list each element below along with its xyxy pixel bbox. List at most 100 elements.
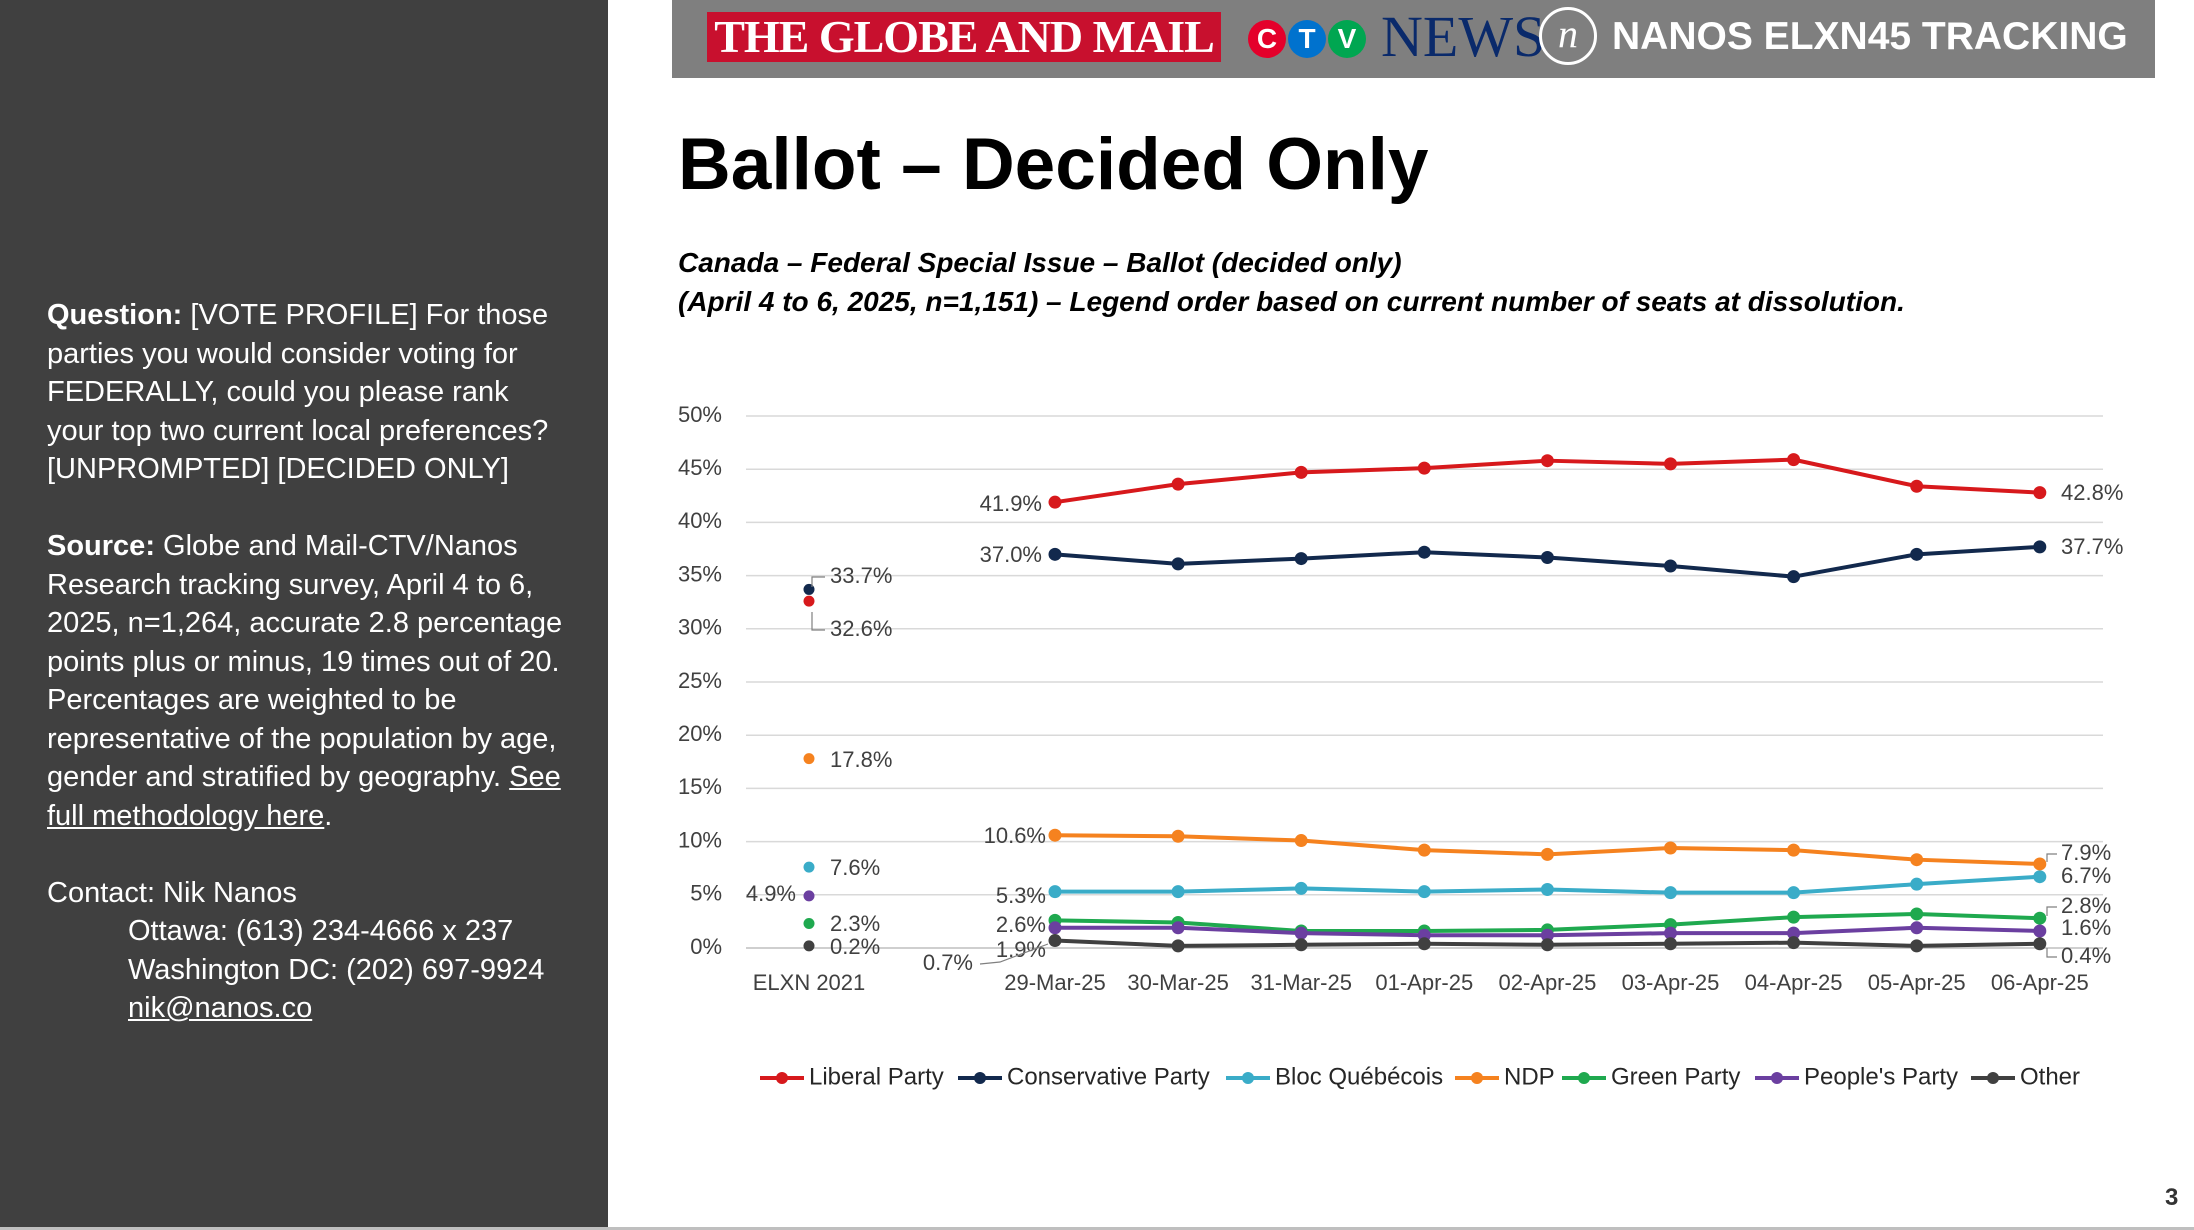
data-point: [1417, 545, 1431, 559]
x-tick-label: 02-Apr-25: [1498, 970, 1596, 995]
baseline-point: [803, 583, 815, 595]
label-leader-line: [979, 943, 1049, 965]
baseline-point: [803, 940, 815, 952]
data-point: [1787, 910, 1801, 924]
legend-marker: [974, 1072, 986, 1084]
y-tick-label: 10%: [678, 827, 722, 852]
methodology-link[interactable]: See full methodology here: [47, 761, 561, 832]
contact-washington: Washington DC: (202) 697-9924: [128, 953, 545, 986]
y-tick-label: 25%: [678, 668, 722, 693]
series-end-label: 42.8%: [2061, 480, 2123, 505]
x-tick-label: 30-Mar-25: [1127, 970, 1228, 995]
data-point: [2033, 937, 2047, 951]
data-point: [1417, 461, 1431, 475]
data-point: [2033, 857, 2047, 871]
data-point: [1048, 828, 1062, 842]
ctv-logo-c: C: [1248, 20, 1286, 58]
legend-marker: [1987, 1072, 1999, 1084]
label-leader-line: [811, 576, 825, 587]
data-point: [1910, 853, 1924, 867]
data-point: [1171, 829, 1185, 843]
tracking-label: NANOS ELXN45 TRACKING: [1612, 15, 2128, 58]
series-start-label: 10.6%: [984, 823, 1046, 848]
data-point: [1171, 939, 1185, 953]
globe-and-mail-logo: THE GLOBE AND MAIL: [707, 12, 1221, 62]
contact-email[interactable]: nik@nanos.co: [128, 992, 313, 1024]
series-start-label: 37.0%: [980, 542, 1042, 567]
data-point: [1540, 882, 1554, 896]
data-point: [1787, 936, 1801, 950]
label-leader-line: [2046, 948, 2057, 958]
x-tick-label: 06-Apr-25: [1991, 970, 2089, 995]
contact-line: Contact: Nik Nanos: [47, 876, 297, 909]
y-tick-label: 15%: [678, 774, 722, 799]
legend-marker: [1578, 1072, 1590, 1084]
data-point: [1171, 477, 1185, 491]
x-tick-label: 04-Apr-25: [1745, 970, 1843, 995]
x-tick-label: ELXN 2021: [753, 970, 866, 995]
baseline-point: [803, 890, 815, 902]
data-point: [1910, 479, 1924, 493]
legend-marker: [776, 1072, 788, 1084]
sidebar: Question: [VOTE PROFILE] For those parti…: [0, 0, 608, 1230]
series-end-label: 6.7%: [2061, 863, 2111, 888]
data-point: [1664, 841, 1677, 855]
series-end-label: 2.8%: [2061, 893, 2111, 918]
source-block: Source: Globe and Mail-CTV/Nanos Researc…: [47, 527, 572, 835]
data-point: [1294, 552, 1308, 566]
data-point: [1048, 547, 1062, 561]
data-point: [1540, 928, 1554, 942]
series-end-label: 1.6%: [2061, 915, 2111, 940]
baseline-data-label: 17.8%: [830, 747, 892, 772]
data-point: [1294, 881, 1308, 895]
bottom-rule: [0, 1227, 2194, 1230]
baseline-point: [803, 753, 815, 765]
data-point: [1664, 886, 1677, 900]
series-start-label: 5.3%: [996, 883, 1046, 908]
contact-ottawa: Ottawa: (613) 234-4666 x 237: [128, 915, 514, 947]
x-tick-label: 29-Mar-25: [1004, 970, 1105, 995]
series-end-label: 37.7%: [2061, 534, 2123, 559]
baseline-data-label: 4.9%: [746, 881, 796, 906]
y-tick-label: 35%: [678, 561, 722, 586]
data-point: [1417, 885, 1431, 899]
legend-label: People's Party: [1804, 1063, 1958, 1090]
legend-label: Bloc Québécois: [1275, 1063, 1443, 1090]
page-title: Ballot – Decided Only: [678, 124, 1429, 205]
question-text: [VOTE PROFILE] For those parties you wou…: [47, 299, 549, 485]
question-label: Question:: [47, 299, 183, 331]
data-point: [1417, 937, 1431, 951]
data-point: [1910, 547, 1924, 561]
baseline-point: [803, 595, 815, 607]
data-point: [1048, 885, 1062, 899]
label-leader-line: [2046, 853, 2057, 862]
data-point: [2033, 870, 2047, 884]
source-text: Globe and Mail-CTV/Nanos Research tracki…: [47, 530, 563, 793]
data-point: [2033, 924, 2047, 938]
data-point: [1664, 457, 1677, 471]
y-tick-label: 5%: [690, 881, 722, 906]
data-point: [1171, 885, 1185, 899]
baseline-data-label: 0.2%: [830, 934, 880, 959]
data-point: [1171, 557, 1185, 571]
data-point: [1294, 938, 1308, 952]
data-point: [1540, 551, 1554, 565]
data-point: [1787, 843, 1801, 857]
ctv-logo-v: V: [1328, 20, 1366, 58]
data-point: [1664, 937, 1677, 951]
y-tick-label: 0%: [690, 934, 722, 959]
chart-subtitle-line2: (April 4 to 6, 2025, n=1,151) – Legend o…: [678, 286, 1905, 317]
legend-marker: [1771, 1072, 1783, 1084]
legend-label: Other: [2020, 1063, 2080, 1090]
x-tick-label: 01-Apr-25: [1375, 970, 1473, 995]
legend-label: Green Party: [1611, 1063, 1740, 1090]
x-tick-label: 31-Mar-25: [1250, 970, 1351, 995]
data-point: [1294, 834, 1308, 848]
data-point: [2033, 486, 2047, 500]
legend-marker: [1242, 1072, 1254, 1084]
data-point: [2033, 911, 2047, 925]
x-tick-label: 03-Apr-25: [1622, 970, 1720, 995]
sidebar-text: Question: [VOTE PROFILE] For those parti…: [47, 296, 572, 1028]
y-tick-label: 20%: [678, 721, 722, 746]
data-point: [2033, 540, 2047, 554]
